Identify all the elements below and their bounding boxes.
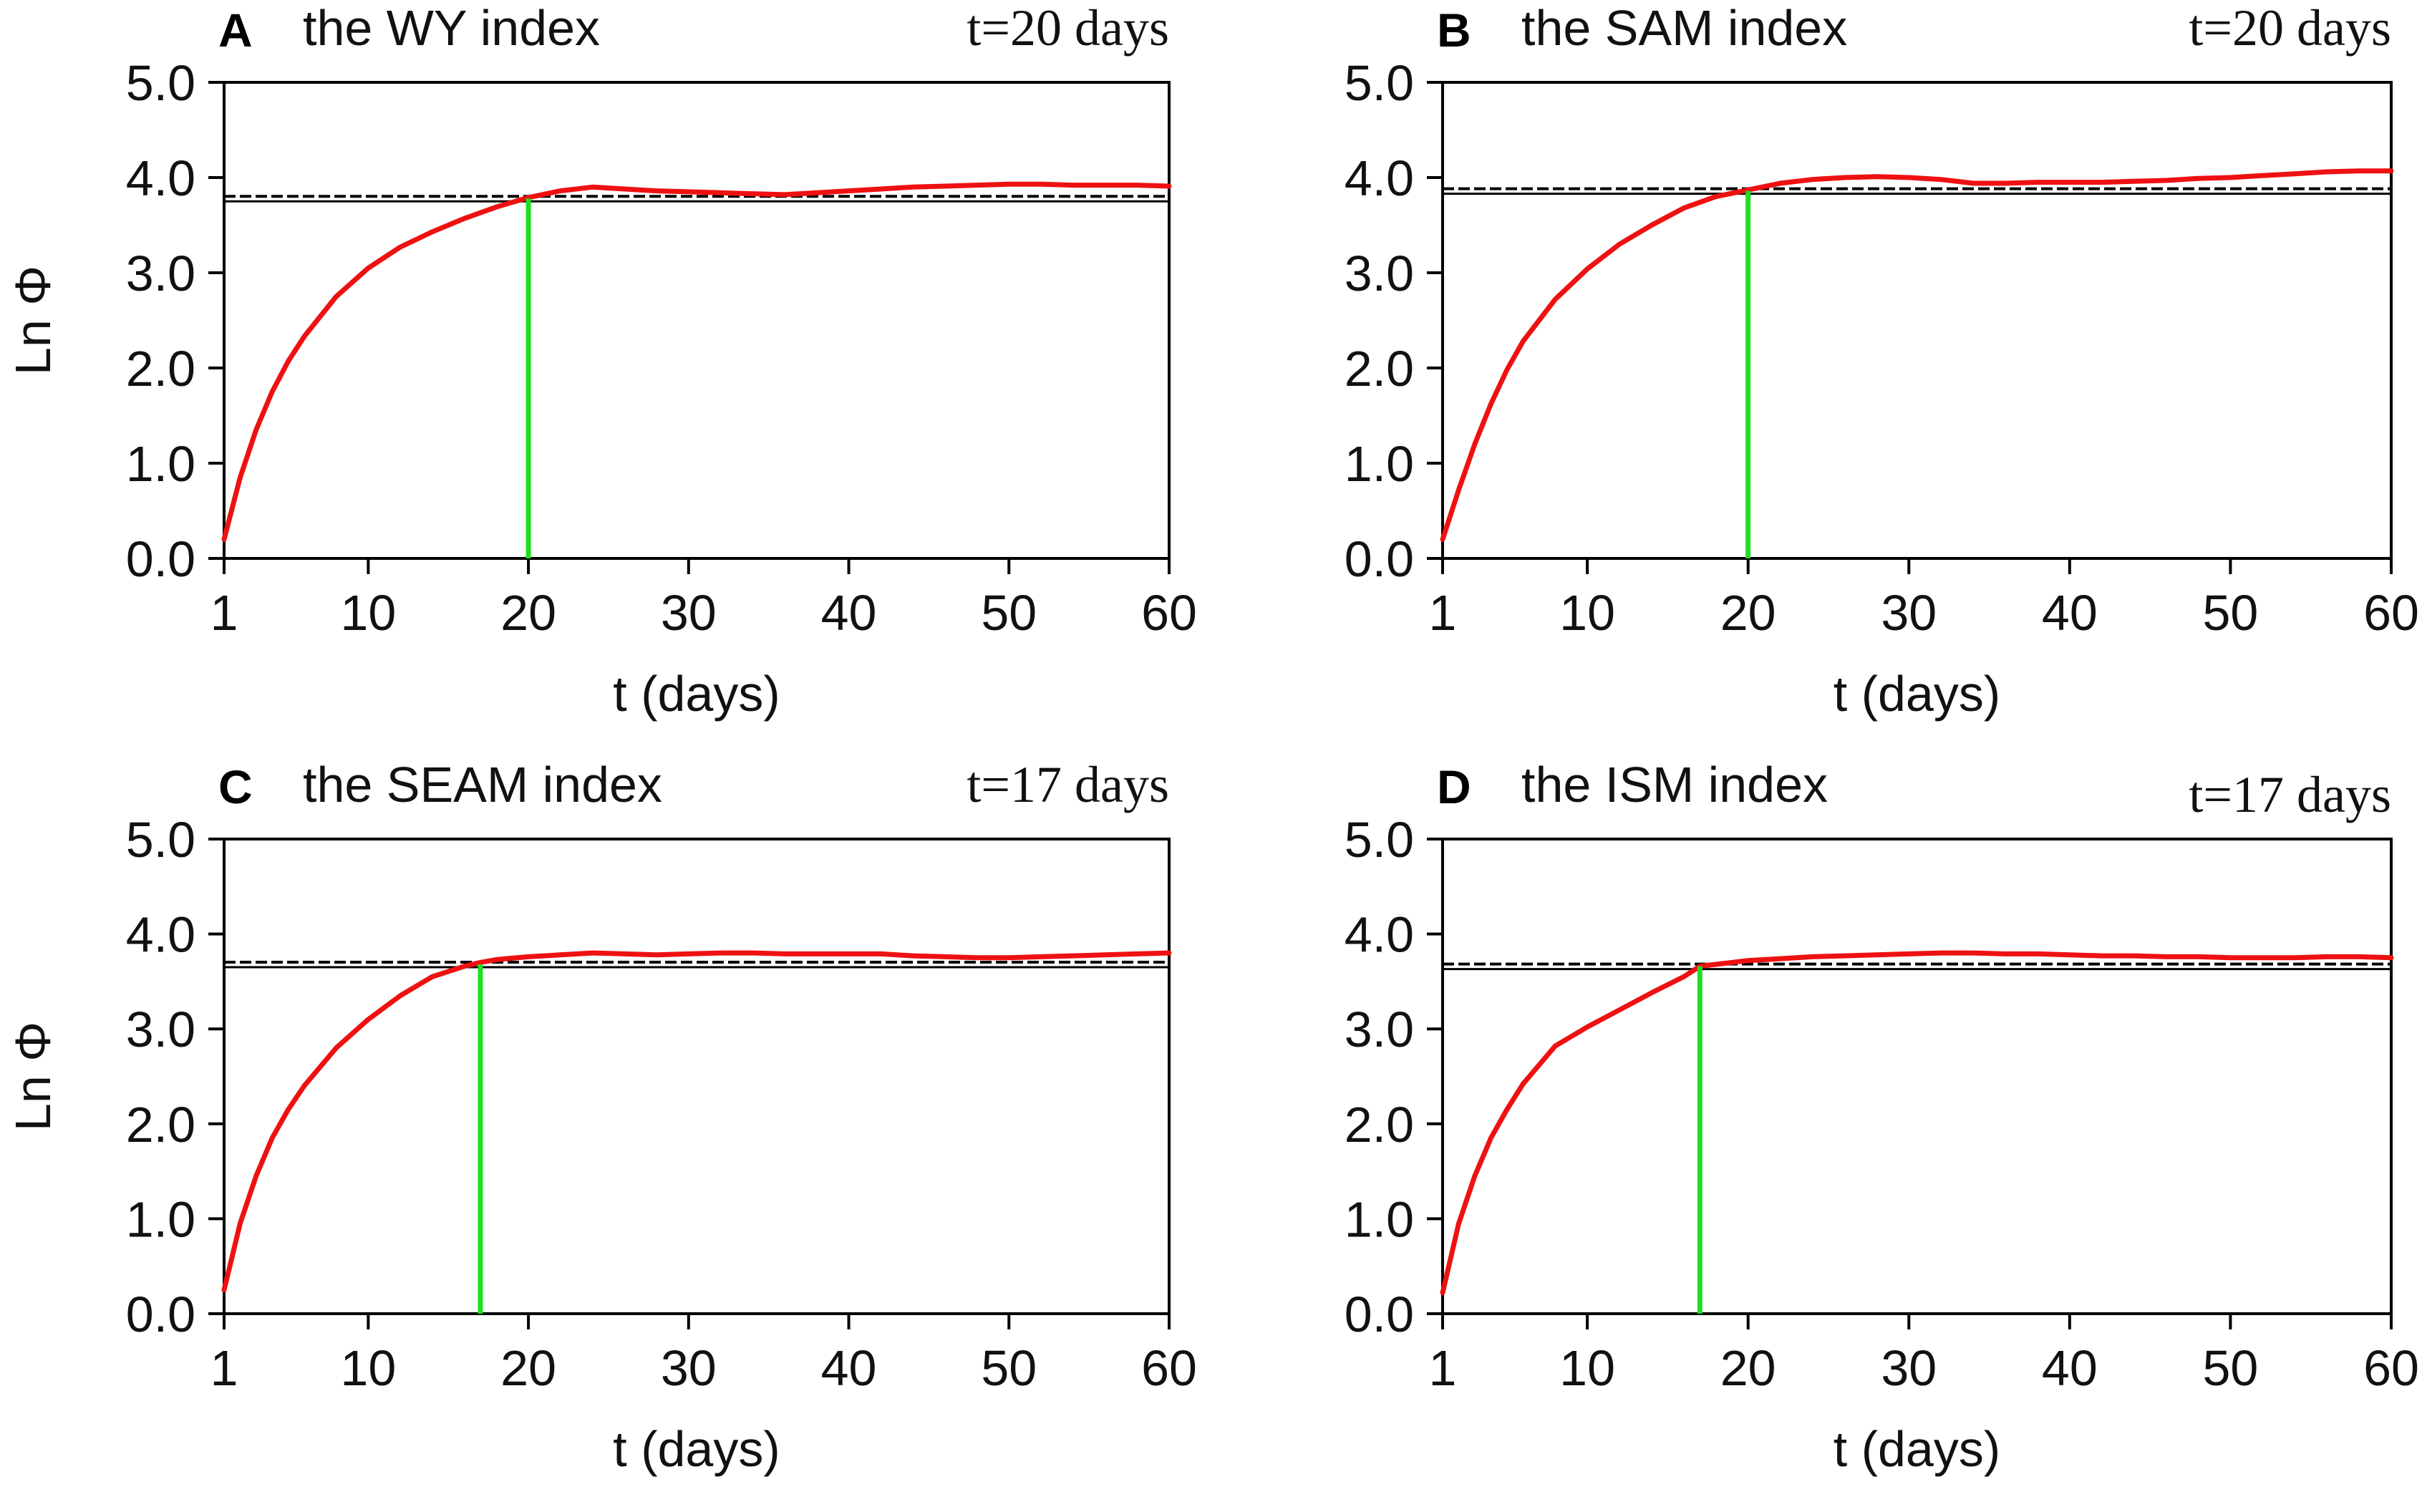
y-tick-label: 0.0: [1345, 531, 1414, 587]
x-tick-label: 20: [500, 1340, 556, 1396]
panel-title: the SAM index: [1521, 0, 1847, 56]
series-line: [1440, 950, 2394, 1296]
x-tick-label: 50: [981, 585, 1037, 641]
x-tick-label: 10: [1559, 1340, 1615, 1396]
y-tick-label: 3.0: [1345, 246, 1414, 301]
x-tick-label: 1: [210, 585, 238, 641]
y-axis-title: Ln Φ: [5, 266, 61, 375]
x-tick-label: 20: [500, 585, 556, 641]
series-line: [1440, 168, 2394, 542]
x-tick-label: 60: [2363, 585, 2419, 641]
x-tick-label: 60: [1141, 1340, 1197, 1396]
y-tick-label: 0.0: [126, 531, 195, 587]
y-tick-label: 2.0: [1345, 1097, 1414, 1153]
y-tick-label: 1.0: [126, 436, 195, 492]
y-tick-label: 5.0: [126, 55, 195, 111]
x-axis-title: t (days): [1834, 666, 2000, 722]
panel-annotation: t=17 days: [2189, 766, 2391, 823]
x-tick-label: 40: [821, 585, 877, 641]
plot-frame: [223, 81, 1171, 560]
y-tick-label: 1.0: [1345, 436, 1414, 492]
x-tick-label: 10: [1559, 585, 1615, 641]
series-line: [221, 181, 1172, 542]
x-tick-label: 40: [2042, 1340, 2098, 1396]
y-tick-label: 0.0: [126, 1286, 195, 1342]
y-tick-label: 4.0: [1345, 907, 1414, 963]
series-line: [221, 950, 1172, 1293]
x-tick-label: 30: [1881, 1340, 1937, 1396]
panel-title: the SEAM index: [303, 757, 662, 813]
y-tick-label: 3.0: [126, 1002, 195, 1057]
y-axis-title: Ln Φ: [5, 1022, 61, 1131]
y-tick-label: 4.0: [1345, 150, 1414, 206]
x-tick-label: 10: [340, 585, 396, 641]
panel-annotation: t=17 days: [967, 756, 1169, 813]
x-tick-label: 50: [981, 1340, 1037, 1396]
y-tick-label: 2.0: [126, 341, 195, 397]
x-tick-label: 20: [1720, 585, 1776, 641]
panel-letter: C: [218, 760, 253, 813]
x-tick-label: 1: [1429, 1340, 1457, 1396]
panel-letter: B: [1437, 4, 1471, 57]
x-axis-title: t (days): [1834, 1421, 2000, 1477]
panel-annotation: t=20 days: [2189, 0, 2391, 57]
y-tick-label: 3.0: [126, 246, 195, 301]
y-tick-label: 3.0: [1345, 1002, 1414, 1057]
plot-frame: [223, 838, 1171, 1315]
panel-title: the WY index: [303, 0, 600, 56]
x-tick-label: 50: [2202, 1340, 2258, 1396]
x-tick-label: 10: [340, 1340, 396, 1396]
x-axis-title: t (days): [613, 666, 780, 722]
x-tick-label: 60: [1141, 585, 1197, 641]
panel-annotation: t=20 days: [967, 0, 1169, 57]
plot-frame: [1441, 81, 2393, 560]
x-tick-label: 40: [2042, 585, 2098, 641]
x-tick-label: 20: [1720, 1340, 1776, 1396]
y-tick-label: 2.0: [1345, 341, 1414, 397]
y-tick-label: 2.0: [126, 1097, 195, 1153]
x-axis-title: t (days): [613, 1421, 780, 1477]
x-tick-label: 60: [2363, 1340, 2419, 1396]
x-tick-label: 30: [661, 585, 717, 641]
y-tick-label: 4.0: [126, 150, 195, 206]
x-tick-label: 30: [661, 1340, 717, 1396]
panel-letter: A: [218, 4, 253, 57]
x-tick-label: 1: [1429, 585, 1457, 641]
y-tick-label: 4.0: [126, 907, 195, 963]
y-tick-label: 5.0: [126, 812, 195, 868]
x-tick-label: 40: [821, 1340, 877, 1396]
x-tick-label: 50: [2202, 585, 2258, 641]
panel-letter: D: [1437, 760, 1471, 813]
y-tick-label: 1.0: [126, 1191, 195, 1247]
x-tick-label: 1: [210, 1340, 238, 1396]
y-tick-label: 5.0: [1345, 55, 1414, 111]
y-tick-label: 0.0: [1345, 1286, 1414, 1342]
y-tick-label: 5.0: [1345, 812, 1414, 868]
plot-frame: [1441, 838, 2393, 1315]
panel-title: the ISM index: [1521, 757, 1828, 813]
y-tick-label: 1.0: [1345, 1191, 1414, 1247]
x-tick-label: 30: [1881, 585, 1937, 641]
